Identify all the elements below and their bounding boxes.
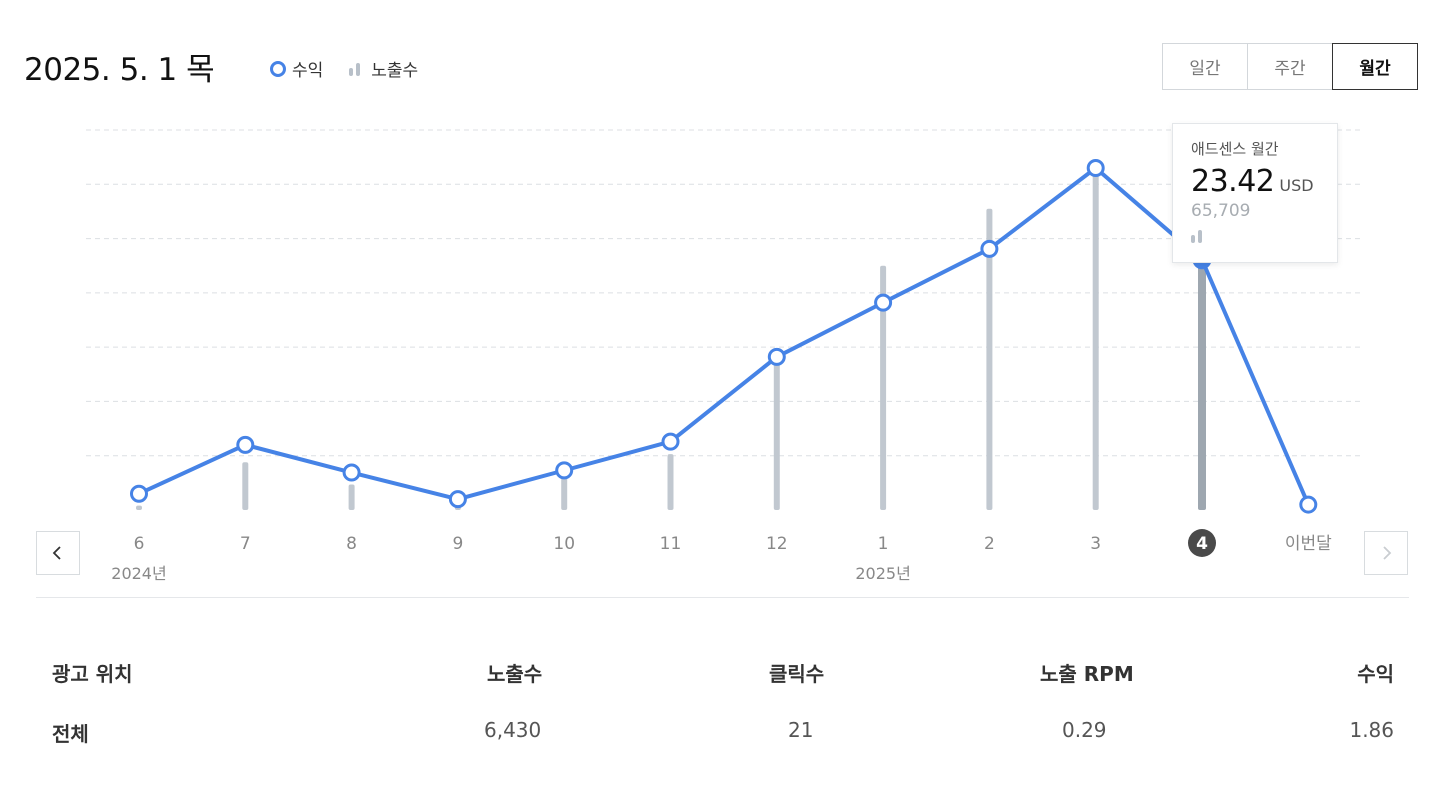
data-point <box>236 435 255 454</box>
x-tick-label: 9 <box>452 534 463 554</box>
chart-legend: 수익 노출수 <box>270 56 444 81</box>
chevron-right-icon <box>1383 546 1392 560</box>
data-point <box>1299 495 1318 514</box>
data-point <box>1086 159 1105 177</box>
tab-weekly[interactable]: 주간 <box>1247 43 1333 90</box>
legend-label-impressions: 노출수 <box>371 61 419 81</box>
data-point <box>874 293 893 312</box>
impression-bar <box>986 208 993 510</box>
data-point <box>980 239 999 258</box>
impression-bar <box>136 505 142 510</box>
impression-bar <box>1198 252 1206 510</box>
data-point <box>342 463 361 482</box>
table-header-row: 광고 위치 노출수 클릭수 노출 RPM 수익 <box>52 658 1394 688</box>
tab-daily[interactable]: 일간 <box>1162 43 1248 90</box>
impression-bar <box>561 475 568 510</box>
tooltip-revenue-value: 23.42 <box>1191 164 1275 199</box>
x-tick-label: 2 <box>984 534 995 554</box>
bar-chart-icon <box>1191 229 1319 243</box>
impression-bar <box>880 265 887 510</box>
tooltip-impressions: 65,709 <box>1191 201 1251 221</box>
revenue-line <box>138 166 1311 506</box>
cell-rpm: 0.29 <box>1062 718 1107 742</box>
x-tick-label: 3 <box>1090 534 1101 554</box>
data-point <box>130 484 148 503</box>
impression-bars <box>136 168 1206 510</box>
header-clicks: 클릭수 <box>769 662 825 686</box>
x-tick-label: 12 <box>766 534 788 554</box>
year-label: 2025년 <box>855 564 910 583</box>
cell-revenue: 1.86 <box>1349 718 1394 742</box>
table-row: 전체 6,430 21 0.29 1.86 <box>52 718 1394 748</box>
x-tick-label: 1 <box>878 534 889 554</box>
revenue-marker-icon <box>270 60 286 77</box>
x-tick-label: 7 <box>240 534 251 554</box>
revenue-points <box>130 159 1318 514</box>
x-tick-label: 10 <box>553 534 575 554</box>
data-point <box>555 461 574 480</box>
legend-item-impressions: 노출수 <box>349 56 418 81</box>
x-tick-label: 8 <box>346 534 357 554</box>
period-toggle: 일간 주간 월간 <box>1162 43 1418 90</box>
header-ad-placement: 광고 위치 <box>52 662 133 686</box>
impression-bar <box>348 484 355 510</box>
impression-bar <box>667 454 674 510</box>
x-tick-label: 11 <box>660 534 682 554</box>
previous-period-button[interactable] <box>36 531 80 575</box>
revenue-series-line <box>138 166 1311 506</box>
tooltip-unit: USD <box>1279 176 1314 195</box>
x-tick-label: 이번달 <box>1285 534 1332 554</box>
year-label: 2024년 <box>111 564 166 583</box>
cell-clicks: 21 <box>788 718 814 742</box>
legend-item-revenue: 수익 <box>270 56 323 81</box>
header-rpm: 노출 RPM <box>1040 662 1134 686</box>
impression-bar <box>1092 168 1099 510</box>
x-tick-label: 6 <box>134 534 145 554</box>
data-point <box>767 347 786 366</box>
header-impressions: 노출수 <box>487 662 543 686</box>
chevron-left-icon <box>52 546 61 560</box>
impression-bar <box>242 462 249 510</box>
impression-bar <box>773 353 780 510</box>
data-point <box>448 490 467 509</box>
header-revenue: 수익 <box>1357 662 1394 686</box>
page-title: 2025. 5. 1 목 <box>24 52 215 88</box>
cell-impressions: 6,430 <box>484 718 542 742</box>
tab-monthly[interactable]: 월간 <box>1332 43 1418 90</box>
tooltip-title: 애드센스 월간 <box>1191 140 1279 158</box>
data-point <box>661 432 680 451</box>
cell-ad-placement: 전체 <box>52 722 89 746</box>
x-tick-label: 4 <box>1196 534 1208 554</box>
next-period-button[interactable] <box>1364 531 1408 575</box>
chart-grid <box>86 129 1360 457</box>
selected-month-badge <box>1188 529 1216 557</box>
data-tooltip: 애드센스 월간 23.42 USD 65,709 <box>1172 123 1338 263</box>
section-divider <box>36 597 1409 598</box>
bar-chart-icon <box>349 62 363 76</box>
legend-label-revenue: 수익 <box>292 61 324 81</box>
